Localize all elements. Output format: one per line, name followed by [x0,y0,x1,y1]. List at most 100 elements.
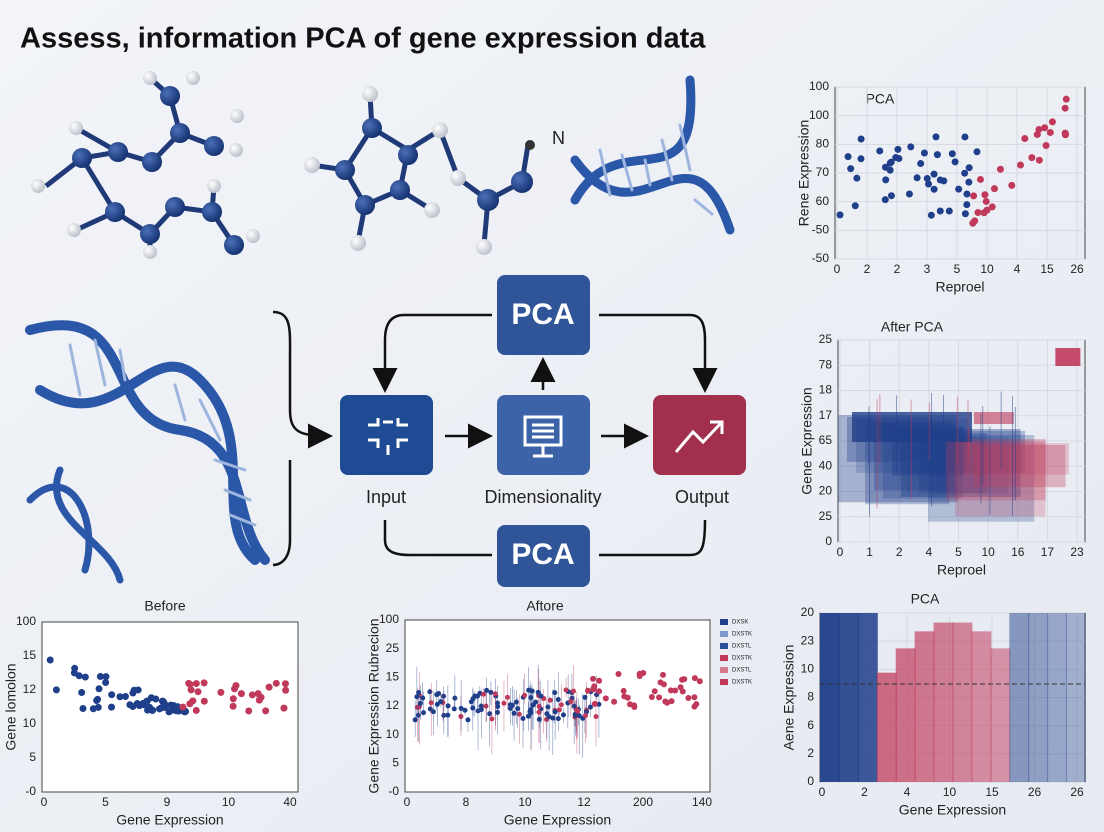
plot-area [404,619,711,793]
decorative-dot [468,699,474,705]
x-tick-label: 4 [1014,262,1021,276]
decorative-dot [52,686,60,694]
decorative-dot [1061,129,1069,137]
x-tick-label: 2 [894,262,901,276]
decorative-dot [980,209,988,217]
x-tick-label: 15 [1040,262,1054,276]
decorative-band [933,622,954,782]
decorative-dot [945,207,953,215]
decorative-dot [438,699,444,705]
decorative-dot [417,700,423,706]
decorative-dot [520,716,526,722]
decorative-dot [932,133,940,141]
decorative-band [838,613,859,782]
node-label: Dimensionality [484,487,601,507]
decorative-dot [659,671,666,678]
decorative-dot [571,688,577,694]
decorative-dot [881,196,889,204]
legend-swatch [720,679,728,685]
decorative-dot [940,177,948,185]
decorative-dot [886,159,894,167]
panel-title: Before [144,598,185,614]
decorative-dot [133,700,141,708]
decorative-dot [529,688,535,694]
x-tick-label: 10 [943,785,957,799]
y-tick-label: 0 [807,774,814,788]
x-tick-label: 10 [981,545,995,559]
decorative-dot [965,178,973,186]
decorative-dot [492,691,498,697]
y-tick-label: 60 [816,194,830,208]
decorative-dot [596,688,603,695]
decorative-dot [571,703,577,709]
decorative-dot [963,201,971,209]
decorative-dot [948,150,956,158]
decorative-dot [664,699,671,706]
x-tick-label: 0 [837,545,844,559]
y-tick-label: 12 [386,698,400,712]
decorative-dot [1035,156,1043,164]
decorative-dot [933,151,941,159]
decorative-dot [563,687,569,693]
y-tick-label: 10 [386,727,400,741]
decorative-dot [194,688,202,696]
x-tick-label: 26 [1070,785,1084,799]
decorative-dot [179,703,187,711]
y-tick-label: 5 [392,756,399,770]
node-title: PCA [511,298,574,331]
x-axis-label: Gene Expression [899,802,1006,818]
x-tick-label: 40 [283,795,297,809]
x-tick-label: 10 [518,795,532,809]
decorative-dot [982,197,990,205]
y-tick-label: 15 [23,648,37,662]
decorative-dot [636,673,643,680]
decorative-dot [876,147,884,155]
decorative-dot [488,689,494,695]
legend-label: DXSTK [732,680,752,686]
decorative-band [1047,613,1068,782]
y-tick-label: 17 [819,408,833,422]
decorative-dot [620,687,627,694]
y-axis-label: Rene Expression [796,120,812,227]
decorative-dot [478,707,484,713]
decorative-dot [451,706,457,712]
decorative-dot [445,703,451,709]
y-tick-label: -0 [388,784,399,798]
x-tick-label: 17 [1041,545,1055,559]
y-axis-label: Gene lomolon [3,663,19,750]
x-tick-label: 26 [1028,785,1042,799]
decorative-dot [96,673,104,681]
decorative-dot [416,689,422,695]
decorative-dot [925,180,933,188]
decorative-dot [936,207,944,215]
x-tick-label: 0 [41,795,48,809]
x-tick-label: 5 [954,262,961,276]
decorative-dot [167,701,175,709]
decorative-dot [596,677,603,684]
x-tick-label: 12 [577,795,591,809]
decorative-dot [587,704,593,710]
decorative-dot [981,191,989,199]
decorative-dot [481,691,487,697]
y-axis-label: Gene Expression [799,387,815,494]
y-tick-label: -50 [812,223,830,237]
decorative-dot [545,704,551,710]
decorative-dot [568,699,574,705]
y-tick-label: 100 [809,108,829,122]
decorative-band [895,648,916,782]
decorative-dot [1008,181,1016,189]
decorative-dot [844,153,852,161]
decorative-band [973,412,1014,424]
y-tick-label: 2 [807,746,814,760]
decorative-dot [71,664,79,672]
legend-swatch [720,667,728,673]
legend-swatch [720,655,728,661]
panel-title: After PCA [881,319,944,335]
y-tick-label: 20 [819,484,833,498]
decorative-band [1055,348,1081,366]
x-tick-label: 5 [955,545,962,559]
decorative-dot [420,710,426,716]
decorative-dot [672,687,679,694]
decorative-dot [186,700,194,708]
y-tick-label: 70 [816,165,830,179]
